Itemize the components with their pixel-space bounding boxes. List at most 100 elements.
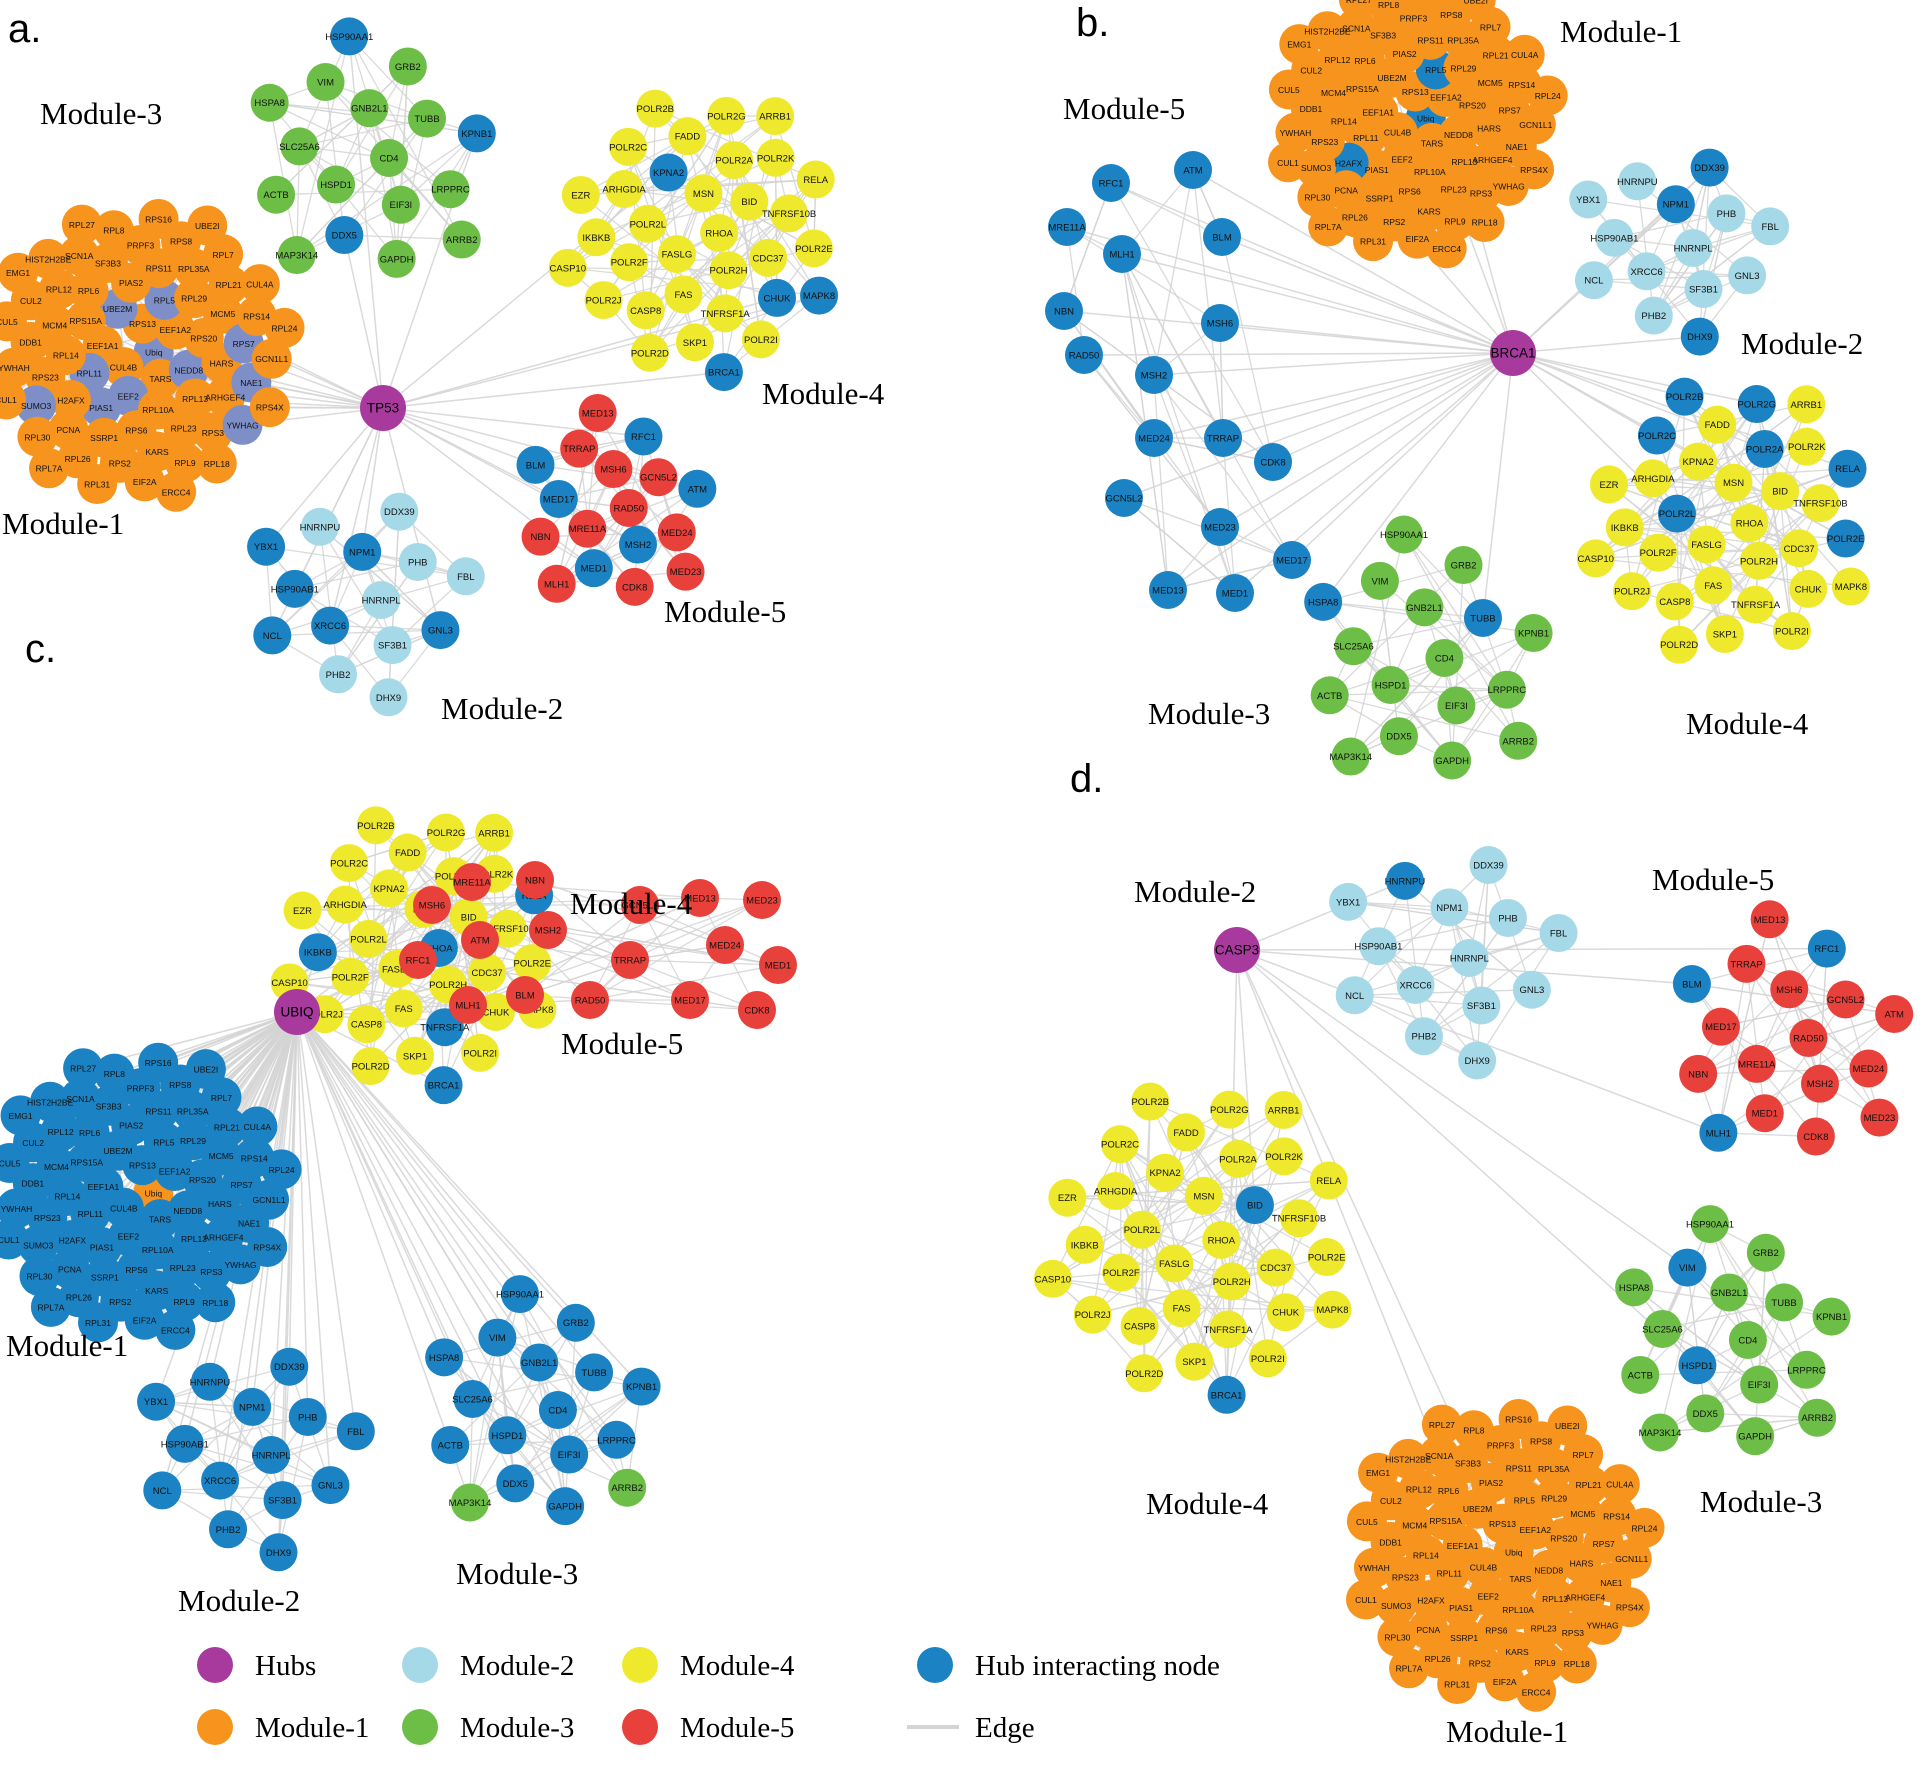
node-CASP8[interactable] [347, 1005, 386, 1044]
node-CDC37[interactable] [749, 238, 788, 277]
node-CDK8[interactable] [738, 991, 776, 1029]
node-ATM[interactable] [678, 469, 717, 508]
node-RFC1[interactable] [624, 417, 663, 456]
node-GRB2[interactable] [556, 1303, 595, 1342]
node-MSH6[interactable] [594, 450, 633, 489]
node-MSH2[interactable] [618, 525, 657, 564]
node-RPS16[interactable] [138, 1042, 179, 1083]
node-POLR2K[interactable] [1787, 427, 1826, 466]
node-UBE2I[interactable] [1547, 1405, 1588, 1446]
node-CD4[interactable] [1728, 1321, 1767, 1359]
node-GRB2[interactable] [1444, 546, 1483, 585]
node-CDK8[interactable] [615, 567, 654, 606]
node-EIF3I[interactable] [381, 185, 420, 224]
node-TUBB[interactable] [575, 1353, 614, 1392]
node-RPL27[interactable] [1338, 0, 1379, 20]
node-ARRB1[interactable] [756, 97, 795, 136]
node-HSP90AA1[interactable] [330, 17, 369, 56]
node-SKP1[interactable] [1175, 1342, 1214, 1381]
node-RPL31[interactable] [77, 464, 118, 505]
node-HSPA8[interactable] [250, 83, 289, 122]
node-POLR2B[interactable] [1131, 1082, 1170, 1121]
node-GCN1L1[interactable] [1611, 1538, 1652, 1579]
node-DDX39[interactable] [380, 492, 419, 531]
node-BLM[interactable] [516, 445, 555, 484]
node-POLR2L[interactable] [628, 204, 667, 243]
node-POLR2L[interactable] [1122, 1210, 1161, 1249]
node-POLR2E[interactable] [794, 229, 833, 268]
node-FAS[interactable] [384, 989, 423, 1028]
node-PHB2[interactable] [209, 1510, 248, 1549]
node-MED23[interactable] [1860, 1098, 1899, 1137]
node-POLR2J[interactable] [1073, 1295, 1112, 1334]
node-YBX1[interactable] [247, 527, 286, 566]
node-ARRB1[interactable] [1264, 1090, 1303, 1129]
node-YWHAH[interactable] [1353, 1547, 1394, 1588]
node-RPL8[interactable] [93, 210, 134, 251]
node-MAP3K14[interactable] [450, 1483, 489, 1522]
node-UBE2I[interactable] [1455, 0, 1496, 21]
node-TNFRSF1A[interactable] [706, 294, 745, 333]
node-NCL[interactable] [253, 616, 292, 655]
node-RPL8[interactable] [1453, 1410, 1494, 1451]
node-GNL3[interactable] [1512, 970, 1551, 1009]
node-YWHAH[interactable] [0, 1188, 37, 1229]
node-RPL8[interactable] [1368, 0, 1409, 25]
node-CUL5[interactable] [1346, 1501, 1387, 1542]
node-TNFRSF10B[interactable] [1280, 1199, 1319, 1238]
node-IKBKB[interactable] [577, 218, 616, 257]
node-MLH1[interactable] [537, 564, 576, 603]
node-FASLG[interactable] [657, 235, 696, 274]
node-RPS16[interactable] [138, 199, 179, 240]
node-RHOA[interactable] [700, 214, 739, 252]
node-MLH1[interactable] [1699, 1113, 1738, 1152]
node-EIF3I[interactable] [1740, 1365, 1779, 1404]
node-BID[interactable] [1761, 472, 1800, 511]
node-PHB[interactable] [398, 542, 437, 581]
node-RFC1[interactable] [1807, 929, 1846, 968]
node-FAS[interactable] [1694, 566, 1733, 605]
node-YBX1[interactable] [1329, 882, 1368, 921]
node-RPS15A[interactable] [1425, 1500, 1466, 1541]
node-RPL7A[interactable] [29, 448, 70, 489]
node-RPS16[interactable] [1498, 1399, 1539, 1440]
hub-node-TP53[interactable] [360, 385, 406, 431]
node-POLR2B[interactable] [1665, 377, 1704, 416]
node-IKBKB[interactable] [298, 933, 337, 972]
node-MED13[interactable] [1750, 900, 1789, 939]
node-KPNA2[interactable] [649, 153, 688, 192]
node-POLR2I[interactable] [741, 320, 780, 359]
node-DHX9[interactable] [1680, 317, 1719, 356]
node-CDC37[interactable] [1256, 1248, 1295, 1287]
node-DHX9[interactable] [1458, 1041, 1497, 1080]
node-RFC1[interactable] [1092, 164, 1130, 202]
node-MAP3K14[interactable] [1640, 1413, 1679, 1452]
node-RPL18[interactable] [1464, 201, 1505, 242]
node-ARRB2[interactable] [442, 220, 481, 259]
node-NBN[interactable] [1679, 1054, 1718, 1093]
node-EZR[interactable] [283, 891, 322, 930]
node-KPNB1[interactable] [1812, 1297, 1851, 1336]
node-KPNB1[interactable] [622, 1367, 661, 1406]
node-POLR2I[interactable] [1248, 1339, 1287, 1378]
node-RPL27[interactable] [63, 1048, 104, 1089]
node-EMG1[interactable] [0, 1095, 41, 1136]
node-VIM[interactable] [306, 63, 345, 102]
node-LRPPRC[interactable] [431, 170, 470, 209]
node-POLR2C[interactable] [1101, 1125, 1140, 1164]
node-CUL1[interactable] [1268, 142, 1309, 183]
node-RPL7A[interactable] [30, 1286, 71, 1327]
node-RFC1[interactable] [399, 941, 437, 979]
node-MRE11A[interactable] [453, 863, 491, 901]
node-TUBB[interactable] [407, 99, 446, 138]
node-ARRB1[interactable] [475, 813, 514, 852]
node-GCN5L2[interactable] [1826, 980, 1865, 1019]
node-NPM1[interactable] [1656, 185, 1695, 224]
node-RELA[interactable] [1828, 449, 1867, 488]
hub-node-CASP3[interactable] [1214, 927, 1260, 973]
node-POLR2I[interactable] [461, 1033, 500, 1072]
node-LRPPRC[interactable] [597, 1420, 636, 1459]
node-GCN1L1[interactable] [251, 338, 292, 379]
hub-node-UBIQ[interactable] [274, 989, 320, 1035]
node-UBE2I[interactable] [185, 1049, 226, 1090]
